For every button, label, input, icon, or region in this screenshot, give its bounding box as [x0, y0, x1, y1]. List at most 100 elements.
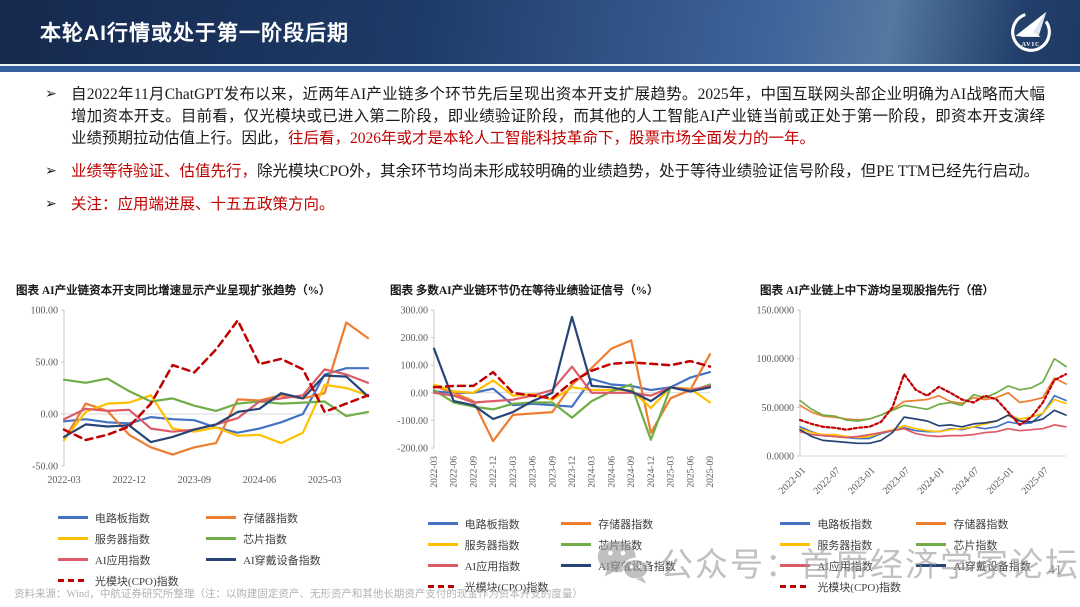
legend-label: 服务器指数: [464, 539, 520, 552]
legend-line-sample: [916, 543, 947, 546]
header-divider-blue: [0, 66, 1080, 72]
legend-item: AI穿戴设备指数: [916, 555, 1052, 576]
bullet-segment: 自2022年11月ChatGPT发布以来，近两年AI产业链多个环节先后呈现出资本…: [71, 86, 1045, 147]
legend-item: 存储器指数: [206, 507, 354, 528]
svg-text:2022-12: 2022-12: [489, 456, 499, 488]
svg-text:2022-03: 2022-03: [430, 456, 440, 488]
chart-pe-leading: 图表 AI产业链上中下游均呈现股指先行（倍） 150.0000 100.0000 5…: [740, 282, 1076, 597]
legend-line-sample: [780, 522, 811, 525]
svg-text:2024-06: 2024-06: [243, 475, 276, 486]
svg-text:2025-01: 2025-01: [985, 465, 1016, 496]
capex-growth-chart-canvas: 100.00 50.00 0.00 -50.00 2022-03 2022-12 2023-…: [31, 306, 370, 486]
legend-label: 存储器指数: [243, 512, 299, 525]
chart-capex-growth: 图表 AI产业链资本开支同比增速显示产业呈现扩张趋势（%） 100.00 50.0…: [14, 282, 380, 591]
legend-item: AI应用指数: [57, 549, 206, 570]
svg-text:2025-06: 2025-06: [686, 456, 696, 488]
legend-item: 光模块(CPO)指数: [57, 570, 206, 591]
legend-label: 存储器指数: [598, 518, 654, 531]
bullet-segment-red: 关注：应用端进展、十五五政策方向。: [71, 196, 335, 213]
pe-leading-chart-canvas: 150.0000 100.0000 50.0000 0.0000 2022-01 2022…: [757, 306, 1068, 497]
legend-line-sample: [427, 585, 458, 588]
chart-title: 图表 AI产业链上中下游均呈现股指先行（倍）: [760, 285, 995, 297]
legend-item: AI应用指数: [780, 555, 916, 576]
svg-text:2025-03: 2025-03: [667, 456, 677, 488]
legend-item: 电路板指数: [57, 507, 206, 528]
svg-text:2023-06: 2023-06: [529, 456, 539, 488]
svg-text:200.00: 200.00: [401, 333, 429, 344]
legend-label: 电路板指数: [464, 518, 520, 531]
bullet-text: 关注：应用端进展、十五五政策方向。: [71, 194, 335, 216]
svg-text:150.0000: 150.0000: [757, 306, 795, 317]
bullet-marker-icon: ➢: [45, 87, 57, 102]
svg-text:-200.00: -200.00: [397, 444, 428, 455]
legend-item: 服务器指数: [427, 534, 562, 555]
svg-text:2024-03: 2024-03: [588, 456, 598, 488]
svg-text:2025-07: 2025-07: [1020, 465, 1051, 496]
legend-line-sample: [57, 516, 88, 519]
legend-line-sample: [561, 543, 592, 546]
legend-item: 存储器指数: [916, 513, 1052, 534]
svg-text:2024-09: 2024-09: [627, 456, 637, 488]
bullet-marker-icon: ➢: [45, 197, 57, 212]
legend-line-sample: [427, 522, 458, 525]
svg-text:2022-09: 2022-09: [469, 456, 479, 488]
legend-item: 光模块(CPO)指数: [780, 576, 916, 597]
svg-text:100.00: 100.00: [31, 306, 59, 317]
legend-label: AI穿戴设备指数: [953, 560, 1031, 573]
legend-label: 服务器指数: [817, 539, 873, 552]
svg-text:2022-06: 2022-06: [450, 456, 460, 488]
svg-text:100.0000: 100.0000: [757, 354, 795, 365]
svg-text:0.00: 0.00: [411, 388, 429, 399]
svg-text:2024-12: 2024-12: [647, 456, 657, 488]
svg-text:2023-09: 2023-09: [548, 456, 558, 488]
legend-label: AI穿戴设备指数: [598, 560, 676, 573]
legend-line-sample: [916, 564, 947, 567]
bullet-text: 自2022年11月ChatGPT发布以来，近两年AI产业链多个环节先后呈现出资本…: [71, 84, 1045, 150]
legend-label: 光模块(CPO)指数: [464, 581, 549, 594]
svg-text:2024-01: 2024-01: [916, 465, 947, 496]
chart-title: 图表 多数AI产业链环节仍在等待业绩验证信号（%）: [390, 285, 659, 297]
avic-logo-label: AVIC: [1021, 41, 1040, 48]
earnings-validation-chart-canvas: 300.00200.00100.000.00-100.00-200.002022…: [397, 306, 716, 488]
legend-line-sample: [206, 537, 237, 540]
source-note: 资料来源：Wind，中航证券研究所整理（注：以购建固定资产、无形资产和其他长期资…: [14, 589, 583, 600]
svg-text:2022-03: 2022-03: [47, 475, 80, 486]
page-title: 本轮AI行情或处于第一阶段后期: [40, 22, 349, 45]
legend-item: 电路板指数: [780, 513, 916, 534]
legend-label: 光模块(CPO)指数: [817, 581, 902, 594]
legend-line-sample: [427, 543, 458, 546]
legend-line-sample: [780, 543, 811, 546]
bullet-item: ➢ 业绩等待验证、估值先行，除光模块CPO外，其余环节均尚未形成较明确的业绩趋势，…: [45, 161, 1045, 183]
svg-text:50.00: 50.00: [36, 358, 59, 369]
chart-legend: 电路板指数 存储器指数服务器指数 芯片指数 AI应用指数 AI穿戴设备指数光模块(CPO…: [740, 513, 1076, 597]
legend-line-sample: [57, 579, 88, 582]
header-bar: 本轮AI行情或处于第一阶段后期 AVIC: [0, 0, 1080, 64]
legend-item: AI穿戴设备指数: [206, 549, 354, 570]
legend-item: 芯片指数: [561, 534, 695, 555]
legend-item: 芯片指数: [916, 534, 1052, 555]
legend-item: 电路板指数: [427, 513, 562, 534]
legend-item: 服务器指数: [57, 528, 206, 549]
svg-text:2022-07: 2022-07: [811, 465, 842, 496]
svg-text:2022-12: 2022-12: [112, 475, 145, 486]
legend-line-sample: [561, 522, 592, 525]
svg-text:0.00: 0.00: [41, 410, 59, 421]
bullet-segment-red: 业绩等待验证、估值先行，: [71, 163, 258, 180]
legend-line-sample: [206, 558, 237, 561]
legend-item: AI穿戴设备指数: [561, 555, 695, 576]
svg-text:2023-09: 2023-09: [178, 475, 211, 486]
avic-logo-icon: AVIC: [1011, 11, 1051, 52]
svg-text:2022-01: 2022-01: [777, 465, 808, 496]
legend-line-sample: [561, 564, 592, 567]
legend-line-sample: [57, 558, 88, 561]
bullet-item: ➢ 自2022年11月ChatGPT发布以来，近两年AI产业链多个环节先后呈现出资…: [45, 84, 1045, 150]
legend-label: 芯片指数: [243, 533, 288, 546]
svg-text:2023-12: 2023-12: [568, 456, 578, 488]
page-number: 41: [1048, 563, 1062, 578]
bullet-segment-red: 往后看，2026年或才是本轮人工智能科技革命下，股票市场全面发力的一年。: [288, 130, 816, 147]
legend-line-sample: [427, 564, 458, 567]
legend-label: 电路板指数: [817, 518, 873, 531]
legend-label: 电路板指数: [94, 512, 150, 525]
legend-label: AI应用指数: [464, 560, 521, 573]
